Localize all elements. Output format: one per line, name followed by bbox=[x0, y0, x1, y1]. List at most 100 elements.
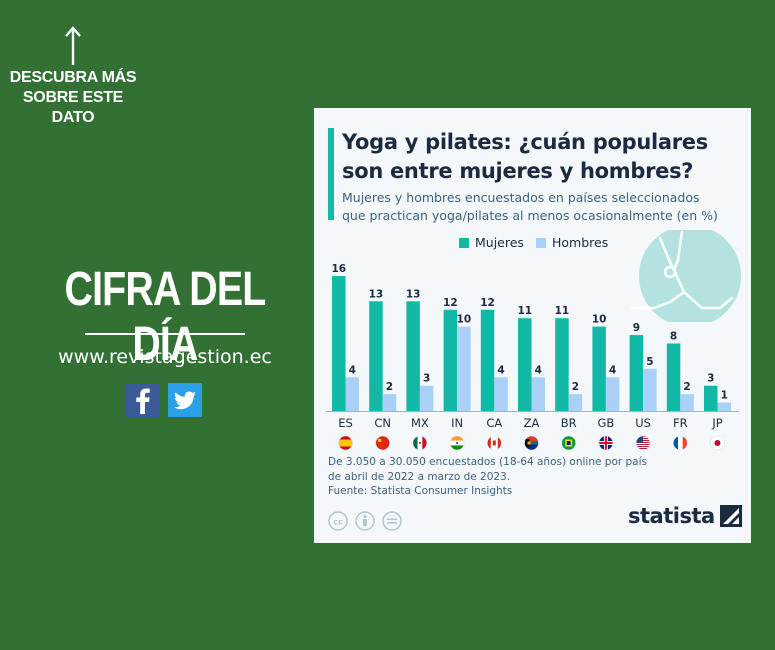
category-label-jp: JP bbox=[711, 416, 722, 430]
data-label-mujeres-cn: 13 bbox=[369, 288, 384, 300]
bar-hombres-br bbox=[568, 394, 583, 411]
chart-source: Fuente: Statista Consumer Insights bbox=[328, 485, 513, 497]
legend-swatch-hombres bbox=[536, 237, 546, 248]
bar-mujeres-es bbox=[332, 276, 346, 411]
mexico-flag-icon bbox=[412, 435, 428, 451]
data-label-mujeres-es: 16 bbox=[331, 263, 346, 275]
data-label-mujeres-jp: 3 bbox=[707, 373, 714, 385]
data-label-hombres-fr: 2 bbox=[683, 381, 690, 393]
website-link[interactable]: www.revistagestion.ec bbox=[58, 346, 272, 368]
brazil-flag-icon bbox=[561, 435, 576, 451]
discover-more-link[interactable]: DESCUBRA MÁS SOBRE ESTE DATO bbox=[8, 68, 138, 128]
spain-flag-icon bbox=[338, 435, 353, 451]
title-accent-bar bbox=[328, 128, 334, 220]
category-label-fr: FR bbox=[673, 416, 688, 430]
facebook-icon[interactable] bbox=[126, 383, 160, 417]
category-label-za: ZA bbox=[524, 416, 540, 430]
category-label-mx: MX bbox=[411, 416, 429, 430]
legend-item-mujeres: Mujeres bbox=[459, 235, 524, 250]
bar-mujeres-za bbox=[518, 318, 532, 411]
japan-flag-icon bbox=[710, 435, 725, 451]
bar-hombres-us bbox=[643, 368, 657, 411]
data-label-hombres-us: 5 bbox=[646, 356, 653, 368]
category-label-br: BR bbox=[561, 416, 577, 430]
category-label-gb: GB bbox=[597, 416, 614, 430]
south-africa-flag-icon bbox=[524, 435, 539, 451]
bar-mujeres-fr bbox=[666, 343, 681, 411]
divider bbox=[85, 333, 245, 335]
bar-hombres-gb bbox=[605, 377, 620, 411]
data-label-hombres-ca: 4 bbox=[497, 364, 504, 376]
bar-hombres-cn bbox=[382, 394, 397, 411]
data-label-hombres-gb: 4 bbox=[609, 364, 616, 376]
statista-logo[interactable]: statista bbox=[628, 504, 742, 528]
category-label-es: ES bbox=[338, 416, 353, 430]
data-label-mujeres-us: 9 bbox=[633, 322, 640, 334]
data-label-mujeres-in: 12 bbox=[443, 297, 458, 309]
chart-note-line-2: de abril de 2022 a marzo de 2023. bbox=[328, 471, 511, 483]
infographic-card: Yoga y pilates: ¿cuán populares son entr… bbox=[314, 108, 751, 543]
bar-chart: 164ES132CN133MX1210IN124CA114ZA112BR104G… bbox=[326, 263, 739, 451]
chart-title-line-1: Yoga y pilates: ¿cuán populares bbox=[342, 130, 708, 154]
bar-hombres-ca bbox=[494, 377, 508, 411]
bar-hombres-fr bbox=[680, 394, 694, 411]
data-label-mujeres-mx: 13 bbox=[406, 288, 421, 300]
bar-hombres-za bbox=[531, 377, 545, 411]
discover-line-3: DATO bbox=[51, 109, 95, 126]
chart-note-line-1: De 3.050 a 30.050 encuestados (18-64 año… bbox=[328, 456, 648, 468]
uk-flag-icon bbox=[598, 435, 614, 451]
bar-mujeres-us bbox=[629, 335, 644, 411]
data-label-hombres-za: 4 bbox=[535, 364, 542, 376]
bar-mujeres-jp bbox=[704, 385, 718, 411]
chart-subtitle: Mujeres y hombres encuestados en países … bbox=[342, 189, 747, 225]
bar-hombres-jp bbox=[717, 402, 731, 411]
legend-item-hombres: Hombres bbox=[536, 235, 608, 250]
bar-hombres-es bbox=[345, 377, 359, 411]
statista-logo-icon bbox=[719, 505, 742, 527]
category-label-in: IN bbox=[451, 416, 463, 430]
data-label-hombres-mx: 3 bbox=[423, 373, 430, 385]
legend-label-mujeres: Mujeres bbox=[475, 235, 524, 250]
canada-flag-icon bbox=[487, 435, 502, 451]
category-label-cn: CN bbox=[374, 416, 391, 430]
data-label-mujeres-za: 11 bbox=[517, 305, 532, 317]
bar-mujeres-ca bbox=[480, 309, 495, 411]
chart-subtitle-line-2: que practican yoga/pilates al menos ocas… bbox=[342, 208, 718, 223]
data-label-mujeres-ca: 12 bbox=[480, 297, 495, 309]
svg-text:cc: cc bbox=[333, 518, 343, 527]
discover-line-2: SOBRE ESTE bbox=[22, 89, 124, 106]
statista-wordmark: statista bbox=[628, 504, 715, 528]
data-label-mujeres-fr: 8 bbox=[670, 331, 677, 343]
bar-mujeres-cn bbox=[369, 301, 383, 411]
data-label-mujeres-br: 11 bbox=[555, 305, 570, 317]
france-flag-icon bbox=[672, 435, 688, 451]
data-label-hombres-jp: 1 bbox=[721, 390, 728, 402]
twitter-icon[interactable] bbox=[168, 383, 202, 417]
data-label-mujeres-gb: 10 bbox=[592, 314, 607, 326]
category-label-ca: CA bbox=[486, 416, 502, 430]
legend-swatch-mujeres bbox=[459, 237, 469, 248]
category-label-us: US bbox=[635, 416, 651, 430]
creative-commons-icons: cc bbox=[328, 511, 402, 531]
chart-title-line-2: son entre mujeres y hombres? bbox=[342, 159, 694, 183]
arrow-up-icon bbox=[65, 26, 81, 65]
yoga-pose-illustration bbox=[630, 230, 741, 322]
china-flag-icon bbox=[375, 435, 390, 451]
headline: CIFRA DEL DÍA bbox=[64, 263, 266, 371]
discover-line-1: DESCUBRA MÁS bbox=[9, 69, 137, 86]
bar-mujeres-br bbox=[555, 318, 569, 411]
data-label-hombres-es: 4 bbox=[349, 364, 356, 376]
chart-subtitle-line-1: Mujeres y hombres encuestados en países … bbox=[342, 190, 700, 205]
legend-label-hombres: Hombres bbox=[552, 235, 609, 250]
bar-mujeres-mx bbox=[406, 301, 420, 411]
bar-mujeres-in bbox=[443, 309, 458, 411]
bar-mujeres-gb bbox=[592, 326, 606, 411]
india-flag-icon bbox=[449, 435, 465, 451]
data-label-hombres-cn: 2 bbox=[386, 381, 393, 393]
usa-flag-icon bbox=[635, 435, 651, 451]
bar-hombres-mx bbox=[419, 385, 434, 411]
data-label-hombres-in: 10 bbox=[457, 314, 472, 326]
bar-hombres-in bbox=[457, 326, 471, 411]
chart-note: De 3.050 a 30.050 encuestados (18-64 año… bbox=[328, 455, 738, 485]
chart-title: Yoga y pilates: ¿cuán populares son entr… bbox=[342, 128, 747, 186]
